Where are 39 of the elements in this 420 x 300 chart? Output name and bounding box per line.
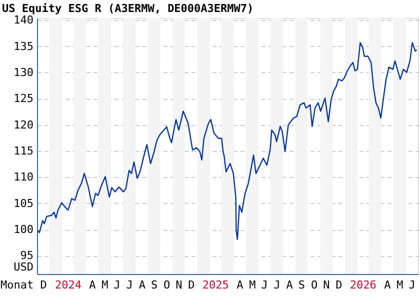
line-series <box>37 42 418 240</box>
y-tick-label: 105 <box>14 196 34 210</box>
x-tick-label: A <box>236 278 244 292</box>
x-tick-label: D <box>40 278 47 292</box>
x-tick-label: A <box>89 278 96 292</box>
x-tick-label: S <box>298 278 306 292</box>
x-tick-label: D <box>188 278 195 292</box>
x-tick-label: M <box>396 278 404 292</box>
x-tick-label: J <box>274 278 280 292</box>
y-tick-label: 130 <box>14 66 34 79</box>
y-tick-label: 95 <box>20 249 34 262</box>
x-tick-label: A <box>286 278 294 292</box>
y-tick-label: 120 <box>14 118 34 132</box>
x-tick-label: J <box>261 278 268 292</box>
x-tick-label: 2026 <box>350 278 376 292</box>
x-tick-label: N <box>323 278 330 292</box>
x-tick-label: 2025 <box>202 278 229 292</box>
x-tick-label: S <box>150 278 158 292</box>
x-tick-label: D <box>336 278 342 292</box>
x-axis-title: Monat <box>0 278 34 292</box>
x-tick-label: O <box>310 278 318 292</box>
x-tick-label: M <box>102 278 109 292</box>
x-tick-label: M <box>249 278 256 292</box>
y-axis-title: USD <box>14 260 34 274</box>
y-tick-label: 115 <box>14 144 34 158</box>
x-tick-label: 2024 <box>54 278 82 292</box>
y-tick-label: 100 <box>14 223 34 236</box>
x-tick-label: N <box>176 278 182 292</box>
y-tick-label: 110 <box>14 170 34 184</box>
x-tick-label: J <box>408 278 416 292</box>
x-tick-label: A <box>384 278 392 292</box>
x-tick-label: A <box>138 278 146 292</box>
chart-title: US Equity ESG R (A3ERMW, DE000A3ERMW7) <box>2 2 254 15</box>
x-tick-label: J <box>126 278 133 292</box>
y-tick-label: 135 <box>14 40 34 53</box>
y-tick-label: 125 <box>14 92 34 106</box>
y-tick-label: 140 <box>14 14 34 27</box>
x-tick-label: J <box>114 278 120 292</box>
x-tick-label: O <box>163 278 170 292</box>
